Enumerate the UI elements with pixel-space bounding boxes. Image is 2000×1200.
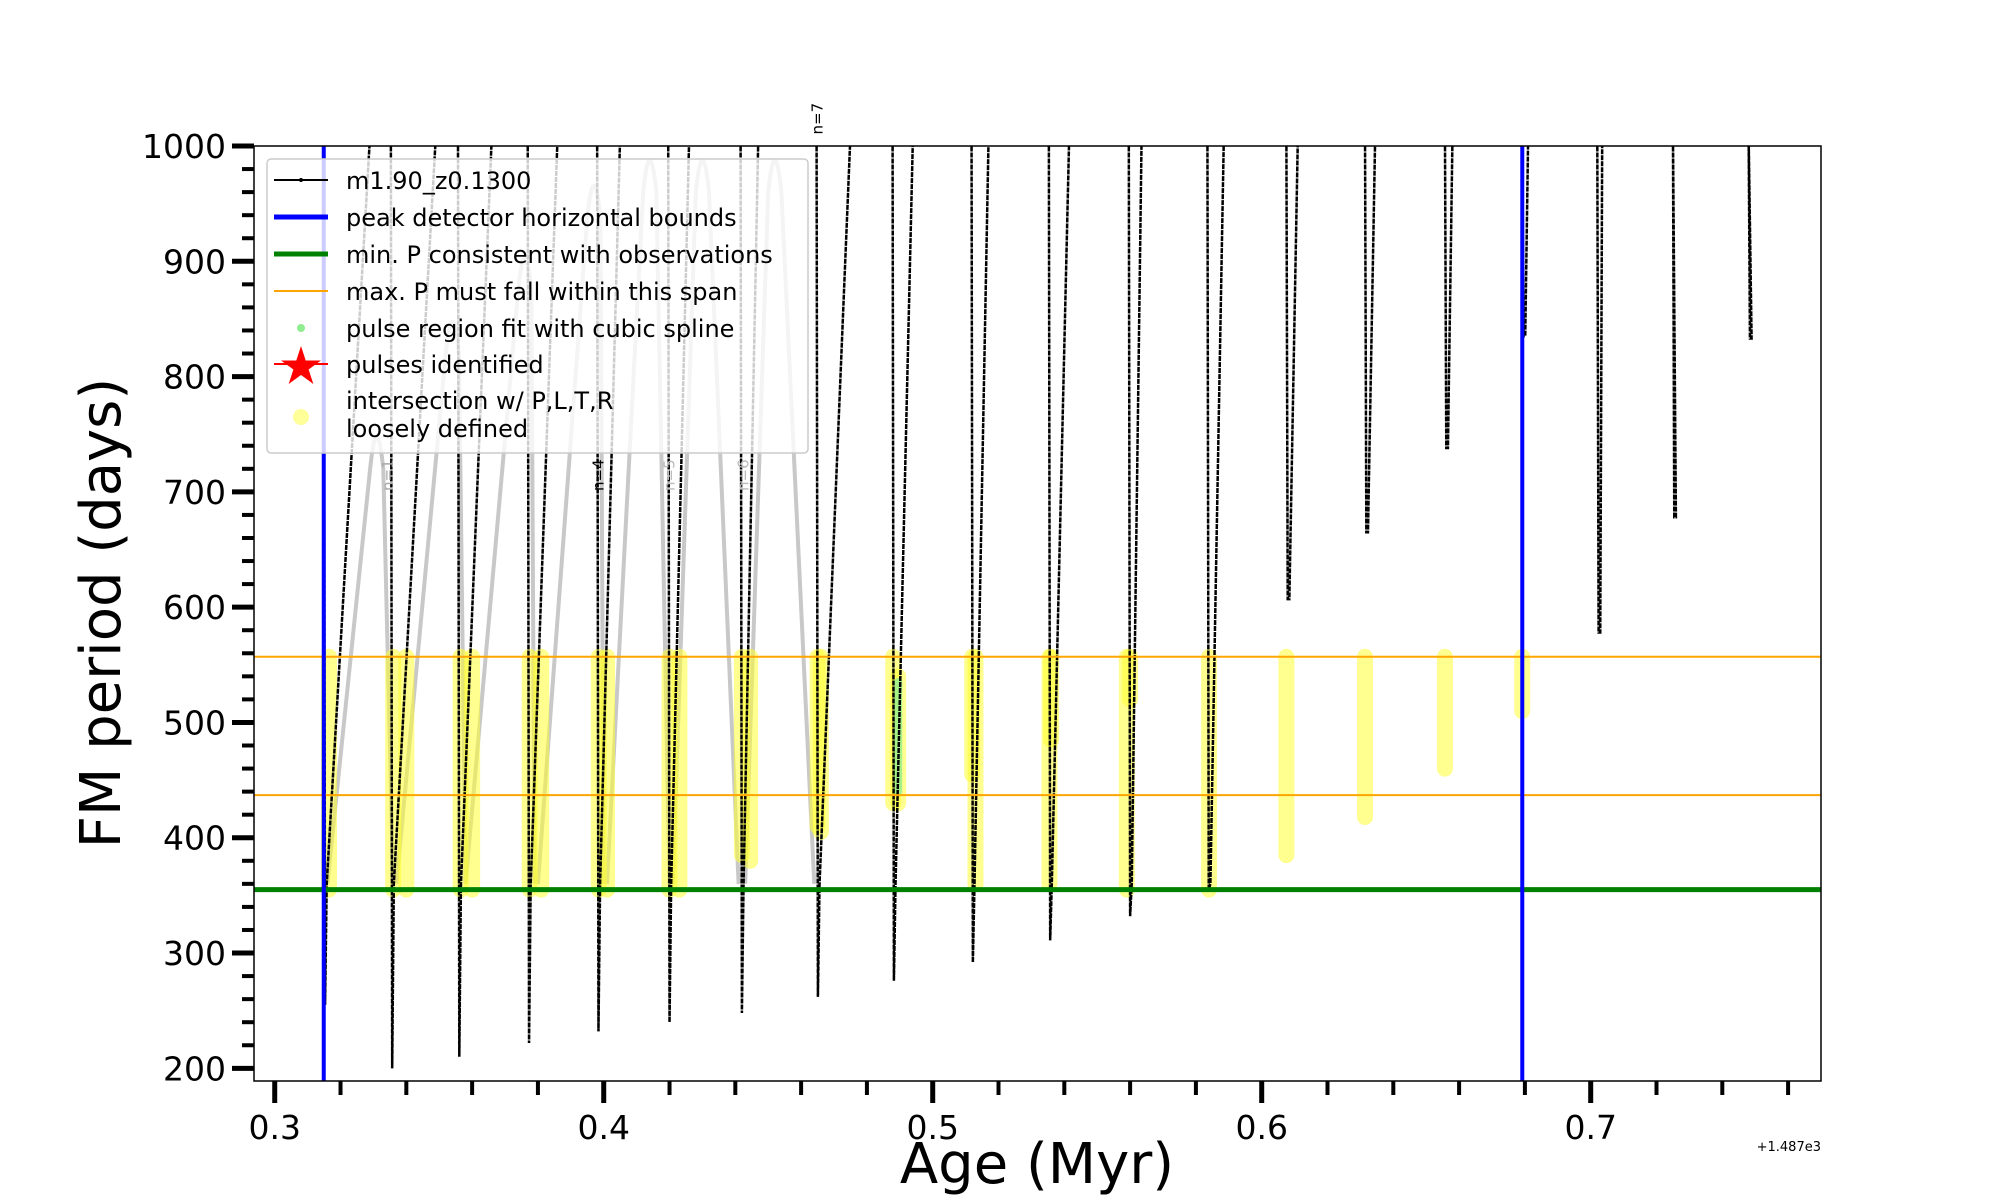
legend-dot-icon — [297, 324, 305, 332]
legend-label: pulses identified — [346, 351, 544, 379]
annotations: n=1 n=4 n=5 n=6 n=7 — [379, 103, 826, 491]
x-tick-label: 0.3 — [248, 1108, 300, 1147]
track-pulse — [739, 146, 760, 1013]
track-pulse — [1443, 146, 1454, 450]
track-pulse — [595, 146, 622, 1032]
legend-label: intersection w/ P,L,T,R — [346, 387, 613, 415]
y-axis-label: FM period (days) — [69, 378, 134, 848]
legend-label: min. P consistent with observations — [346, 241, 773, 269]
y-tick-label: 300 — [163, 934, 226, 973]
legend-label: peak detector horizontal bounds — [346, 204, 737, 232]
track-pulse — [1596, 146, 1604, 634]
x-offset-text: +1.487e3 — [1757, 1140, 1821, 1155]
track-pulse — [1047, 146, 1071, 941]
pulse-number-label: n=7 — [809, 103, 827, 135]
track-pulse — [1363, 146, 1377, 534]
track-pulse — [815, 146, 852, 997]
y-tick-label: 900 — [163, 242, 226, 281]
track-pulse — [1206, 146, 1225, 890]
y-tick-label: 500 — [163, 703, 226, 742]
track-pulse — [456, 146, 493, 1057]
legend-label: loosely defined — [346, 415, 528, 443]
axis-ticks: 0.3 0.4 0.5 0.6 0.7 200 300 400 500 600 700 800 900 1… — [142, 127, 1791, 1147]
y-tick-label: 700 — [163, 473, 226, 512]
x-tick-label: 0.5 — [906, 1108, 958, 1147]
legend-label: max. P must fall within this span — [346, 278, 737, 306]
track-pulse — [526, 146, 559, 1043]
track-pulse — [891, 146, 914, 981]
y-tick-label: 600 — [163, 588, 226, 627]
x-tick-label: 0.4 — [577, 1108, 629, 1147]
track-pulse — [970, 146, 990, 963]
track-pulse — [1671, 146, 1678, 519]
legend-dot-icon — [293, 409, 309, 425]
track-pulse — [1747, 146, 1753, 340]
legend-marker-icon — [299, 178, 303, 182]
track-pulse — [1127, 146, 1143, 917]
pulse-number-label: n=4 — [590, 459, 608, 491]
pulse-number-label: n=5 — [660, 459, 678, 491]
x-tick-label: 0.7 — [1564, 1108, 1616, 1147]
y-tick-label: 400 — [163, 819, 226, 858]
x-tick-label: 0.6 — [1235, 1108, 1287, 1147]
pulse-number-label: n=6 — [734, 459, 752, 491]
pulse-number-label: n=1 — [379, 459, 397, 491]
y-tick-label: 800 — [163, 358, 226, 397]
legend-box — [266, 158, 809, 454]
star-icon — [281, 346, 321, 384]
y-tick-label: 200 — [163, 1049, 226, 1088]
y-tick-label: 1000 — [142, 127, 226, 166]
legend-label: m1.90_z0.1300 — [346, 167, 531, 195]
track-pulse — [389, 146, 437, 1069]
model-track — [322, 146, 1753, 1069]
track-pulse — [666, 146, 691, 1023]
plot-frame — [253, 145, 1822, 1082]
legend-label: pulse region fit with cubic spline — [346, 315, 734, 343]
x-axis-label: Age (Myr) — [900, 1132, 1174, 1197]
track-pulse — [1285, 146, 1299, 601]
